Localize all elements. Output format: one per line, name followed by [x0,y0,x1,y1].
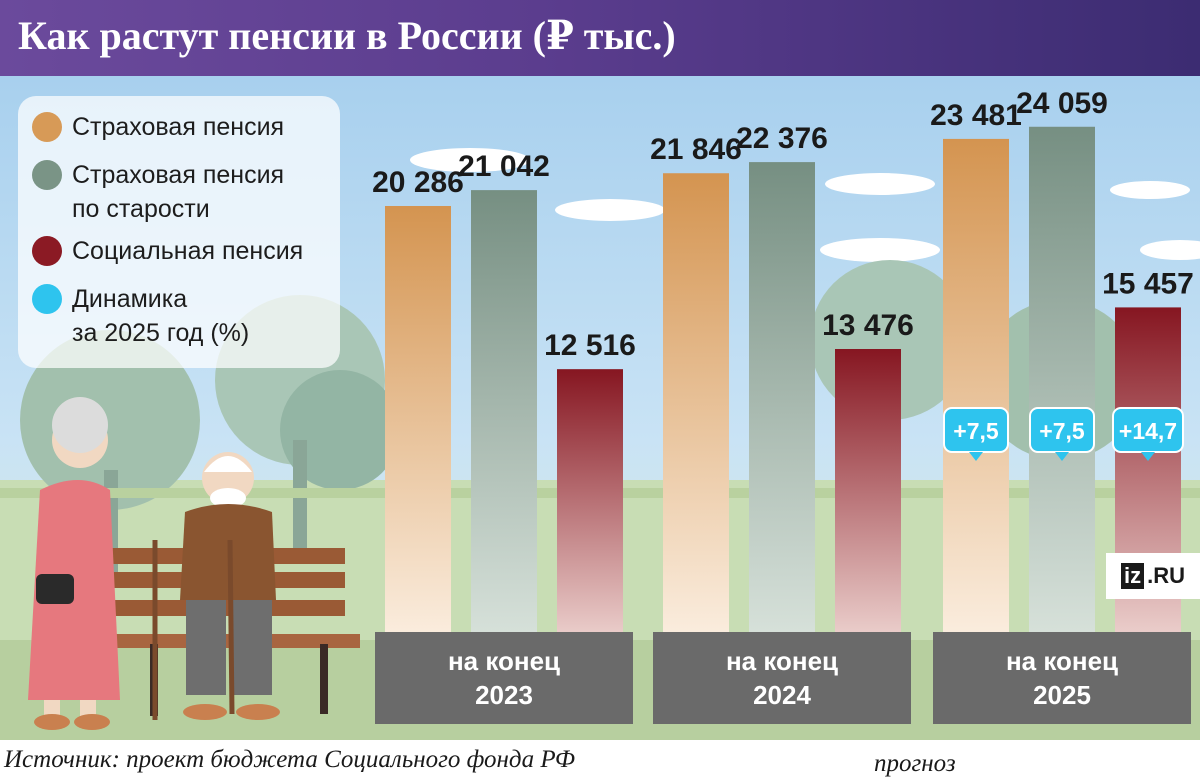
bar-value-label: 13 476 [822,309,914,342]
legend-label-line: по старости [72,195,210,223]
bar [943,138,1009,643]
legend-label-line: Социальная пенсия [72,237,304,265]
iz-logo-text: .RU [1147,563,1185,588]
legend-swatch [32,236,62,266]
category-box [375,632,633,724]
legend-label: Страховая пенсия [72,110,284,144]
bar [471,190,537,643]
legend-label-line: за 2025 год (%) [72,319,250,347]
bar-value-label: 12 516 [544,329,636,362]
category-box [653,632,911,724]
bar-value-label: 20 286 [372,166,464,199]
bar [663,173,729,642]
legend-item: Социальная пенсия [32,234,303,268]
iz-logo: iz .RU [1106,553,1200,599]
legend-item: Страховая пенсия по старости [32,158,284,226]
cloud [410,148,530,172]
cloud [820,238,940,262]
grandfather-illustration [180,452,280,720]
bar-value-label: 21 846 [650,133,742,166]
cloud [555,199,665,221]
cloud [1140,240,1200,260]
bar-value-label: 15 457 [1102,267,1194,300]
tree-crown [20,330,200,510]
legend-label-line: Страховая пенсия [72,113,285,141]
cloud [1110,181,1190,199]
bar [835,349,901,642]
bar-value-label: 23 481 [930,99,1022,132]
bar-value-label: 21 042 [458,150,550,183]
category-label: 2024 [753,680,811,710]
bar [385,205,451,642]
legend-label: Страховая пенсия по старости [72,158,284,226]
bar [1029,126,1095,643]
legend-label-line: Динамика [72,285,188,313]
bar-value-label: 22 376 [736,122,828,155]
value-labels-layer: 20 286 21 846 23 481 21 042 22 376 24 059 12 5… [372,87,1194,362]
legend-swatch [32,284,62,314]
legend-label-line: Страховая пенсия [72,161,285,189]
category-boxes-layer: на конец 2023 на конец 2024 на конец 2025 [375,632,1191,724]
bar [557,369,623,642]
tree-crown [280,370,400,490]
category-label: на конец [448,646,560,676]
legend-swatch [32,112,62,142]
cloud [825,173,935,195]
dynamics-badge-pointer [969,452,983,461]
tree-trunk [293,440,307,560]
category-label: на конец [726,646,838,676]
category-label: на конец [1006,646,1118,676]
bars-layer [385,126,1181,643]
forecast-label: прогноз [874,750,956,777]
header-bar [0,0,1200,76]
dynamics-badge-pointer [1055,452,1069,461]
footer [0,740,1200,781]
category-box [933,632,1191,724]
chart-area: 20 286 21 846 23 481 21 042 22 376 24 059 12 5… [0,87,1200,740]
bar-value-label: 24 059 [1016,87,1108,120]
category-label: 2023 [475,680,533,710]
legend-item: Страховая пенсия [32,110,284,144]
legend: Страховая пенсия Страховая пенсия по старо… [18,96,340,368]
legend-item: Динамика за 2025 год (%) [32,282,249,350]
source-note: Источник: проект бюджета Социального фон… [4,746,576,773]
chart-title: Как растут пенсии в России (₽ тыс.) [18,13,676,58]
iz-logo-mark: iz [1120,563,1145,589]
dynamics-label: +7,5 [953,418,999,444]
legend-label: Социальная пенсия [72,234,303,268]
category-label: 2025 [1033,680,1091,710]
legend-swatch [32,160,62,190]
grandmother-illustration [28,397,158,730]
dynamics-badges-layer: +7,5 +7,5 +14,7 [943,407,1184,461]
dynamics-label: +14,7 [1119,418,1177,444]
dynamics-label: +7,5 [1039,418,1085,444]
dynamics-badge-pointer [1141,452,1155,461]
legend-label: Динамика за 2025 год (%) [72,282,249,350]
bar [749,162,815,642]
